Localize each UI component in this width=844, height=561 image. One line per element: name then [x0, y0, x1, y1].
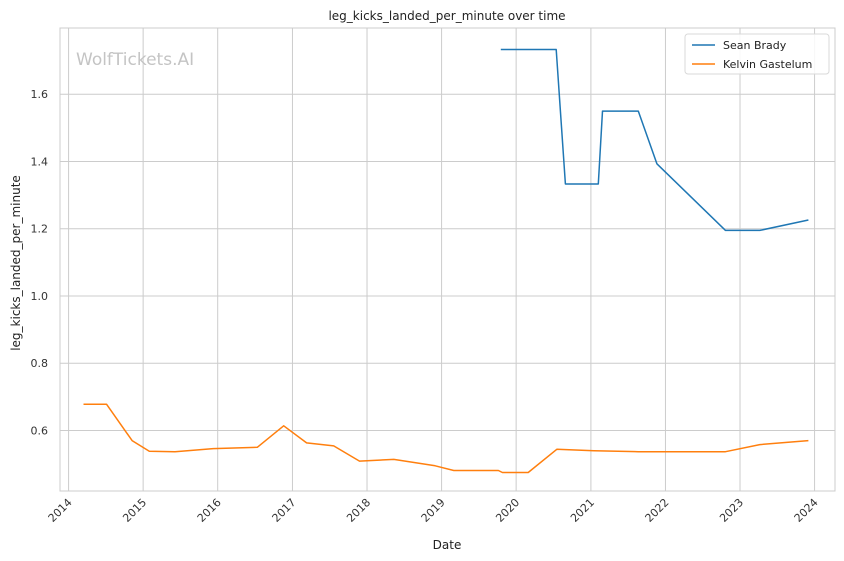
- grid: [60, 28, 835, 491]
- legend-label-kelvin-gastelum: Kelvin Gastelum: [723, 58, 812, 71]
- y-tick-label: 1.6: [31, 88, 49, 101]
- legend: Sean Brady Kelvin Gastelum: [684, 33, 830, 75]
- plot-frame: [59, 27, 836, 492]
- y-tick-label: 1.2: [31, 223, 49, 236]
- y-tick-label: 0.6: [31, 424, 49, 437]
- y-tick-label: 1.0: [31, 290, 49, 303]
- series-layer: [83, 48, 809, 474]
- x-axis-label: Date: [433, 538, 462, 552]
- watermark: WolfTickets.AI: [76, 50, 194, 70]
- y-axis-label: leg_kicks_landed_per_minute: [9, 175, 23, 351]
- legend-label-sean-brady: Sean Brady: [723, 39, 787, 52]
- chart-title: leg_kicks_landed_per_minute over time: [328, 9, 565, 23]
- y-tick-label: 1.4: [31, 155, 49, 168]
- series-line-sean-brady: [500, 48, 809, 232]
- legend-box: [684, 33, 830, 75]
- y-axis-ticks: 0.6 0.8 1.0 1.2 1.4 1.6: [31, 88, 49, 437]
- y-tick-label: 0.8: [31, 357, 49, 370]
- series-line-kelvin-gastelum: [83, 403, 809, 474]
